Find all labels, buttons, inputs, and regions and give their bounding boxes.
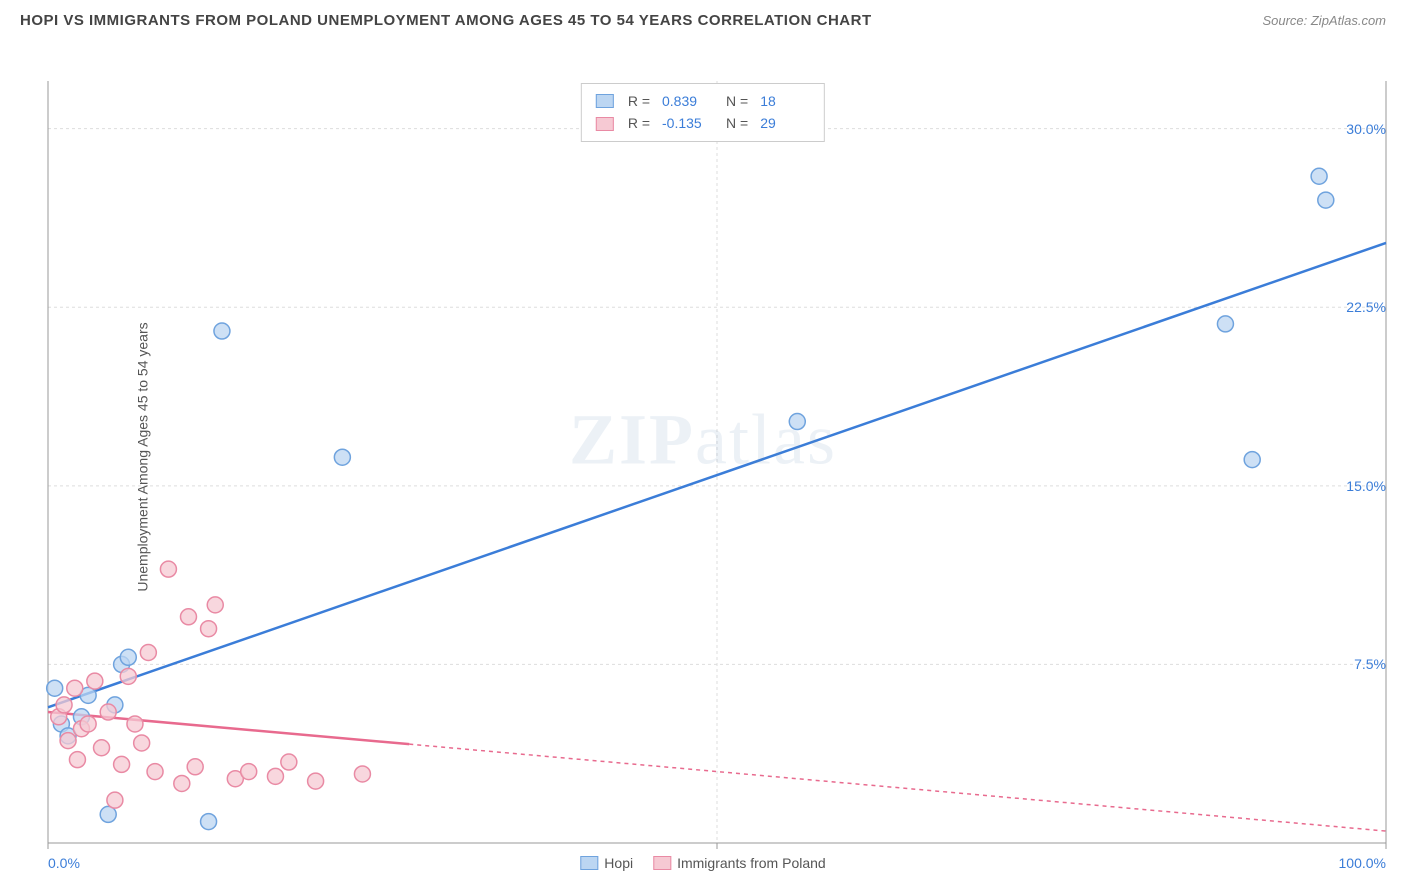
r-value: -0.135 <box>662 112 712 134</box>
r-value: 0.839 <box>662 90 712 112</box>
r-label: R = <box>628 112 650 134</box>
correlation-legend: R = 0.839 N = 18 R = -0.135 N = 29 <box>581 83 825 142</box>
legend-item: Hopi <box>580 855 633 871</box>
x-axis-max-label: 100.0% <box>1339 855 1386 871</box>
legend-swatch <box>653 856 671 870</box>
chart-container: Unemployment Among Ages 45 to 54 years Z… <box>0 37 1406 877</box>
chart-header: HOPI VS IMMIGRANTS FROM POLAND UNEMPLOYM… <box>0 0 1406 37</box>
y-tick-label: 7.5% <box>1354 656 1386 672</box>
y-tick-label: 15.0% <box>1346 478 1386 494</box>
y-tick-label: 30.0% <box>1346 121 1386 137</box>
legend-swatch <box>596 117 614 131</box>
legend-swatch <box>596 94 614 108</box>
legend-stat-row: R = 0.839 N = 18 <box>596 90 810 112</box>
n-value: 29 <box>760 112 810 134</box>
n-label: N = <box>726 112 748 134</box>
x-axis-min-label: 0.0% <box>48 855 80 871</box>
chart-title: HOPI VS IMMIGRANTS FROM POLAND UNEMPLOYM… <box>20 12 872 29</box>
legend-item: Immigrants from Poland <box>653 855 826 871</box>
n-value: 18 <box>760 90 810 112</box>
source-attribution: Source: ZipAtlas.com <box>1262 13 1386 28</box>
series-legend: Hopi Immigrants from Poland <box>580 855 825 871</box>
n-label: N = <box>726 90 748 112</box>
legend-stat-row: R = -0.135 N = 29 <box>596 112 810 134</box>
r-label: R = <box>628 90 650 112</box>
legend-swatch <box>580 856 598 870</box>
legend-label: Immigrants from Poland <box>677 855 826 871</box>
y-tick-label: 22.5% <box>1346 299 1386 315</box>
legend-label: Hopi <box>604 855 633 871</box>
scatter-plot-svg <box>0 37 1406 877</box>
y-axis-label: Unemployment Among Ages 45 to 54 years <box>135 322 151 591</box>
